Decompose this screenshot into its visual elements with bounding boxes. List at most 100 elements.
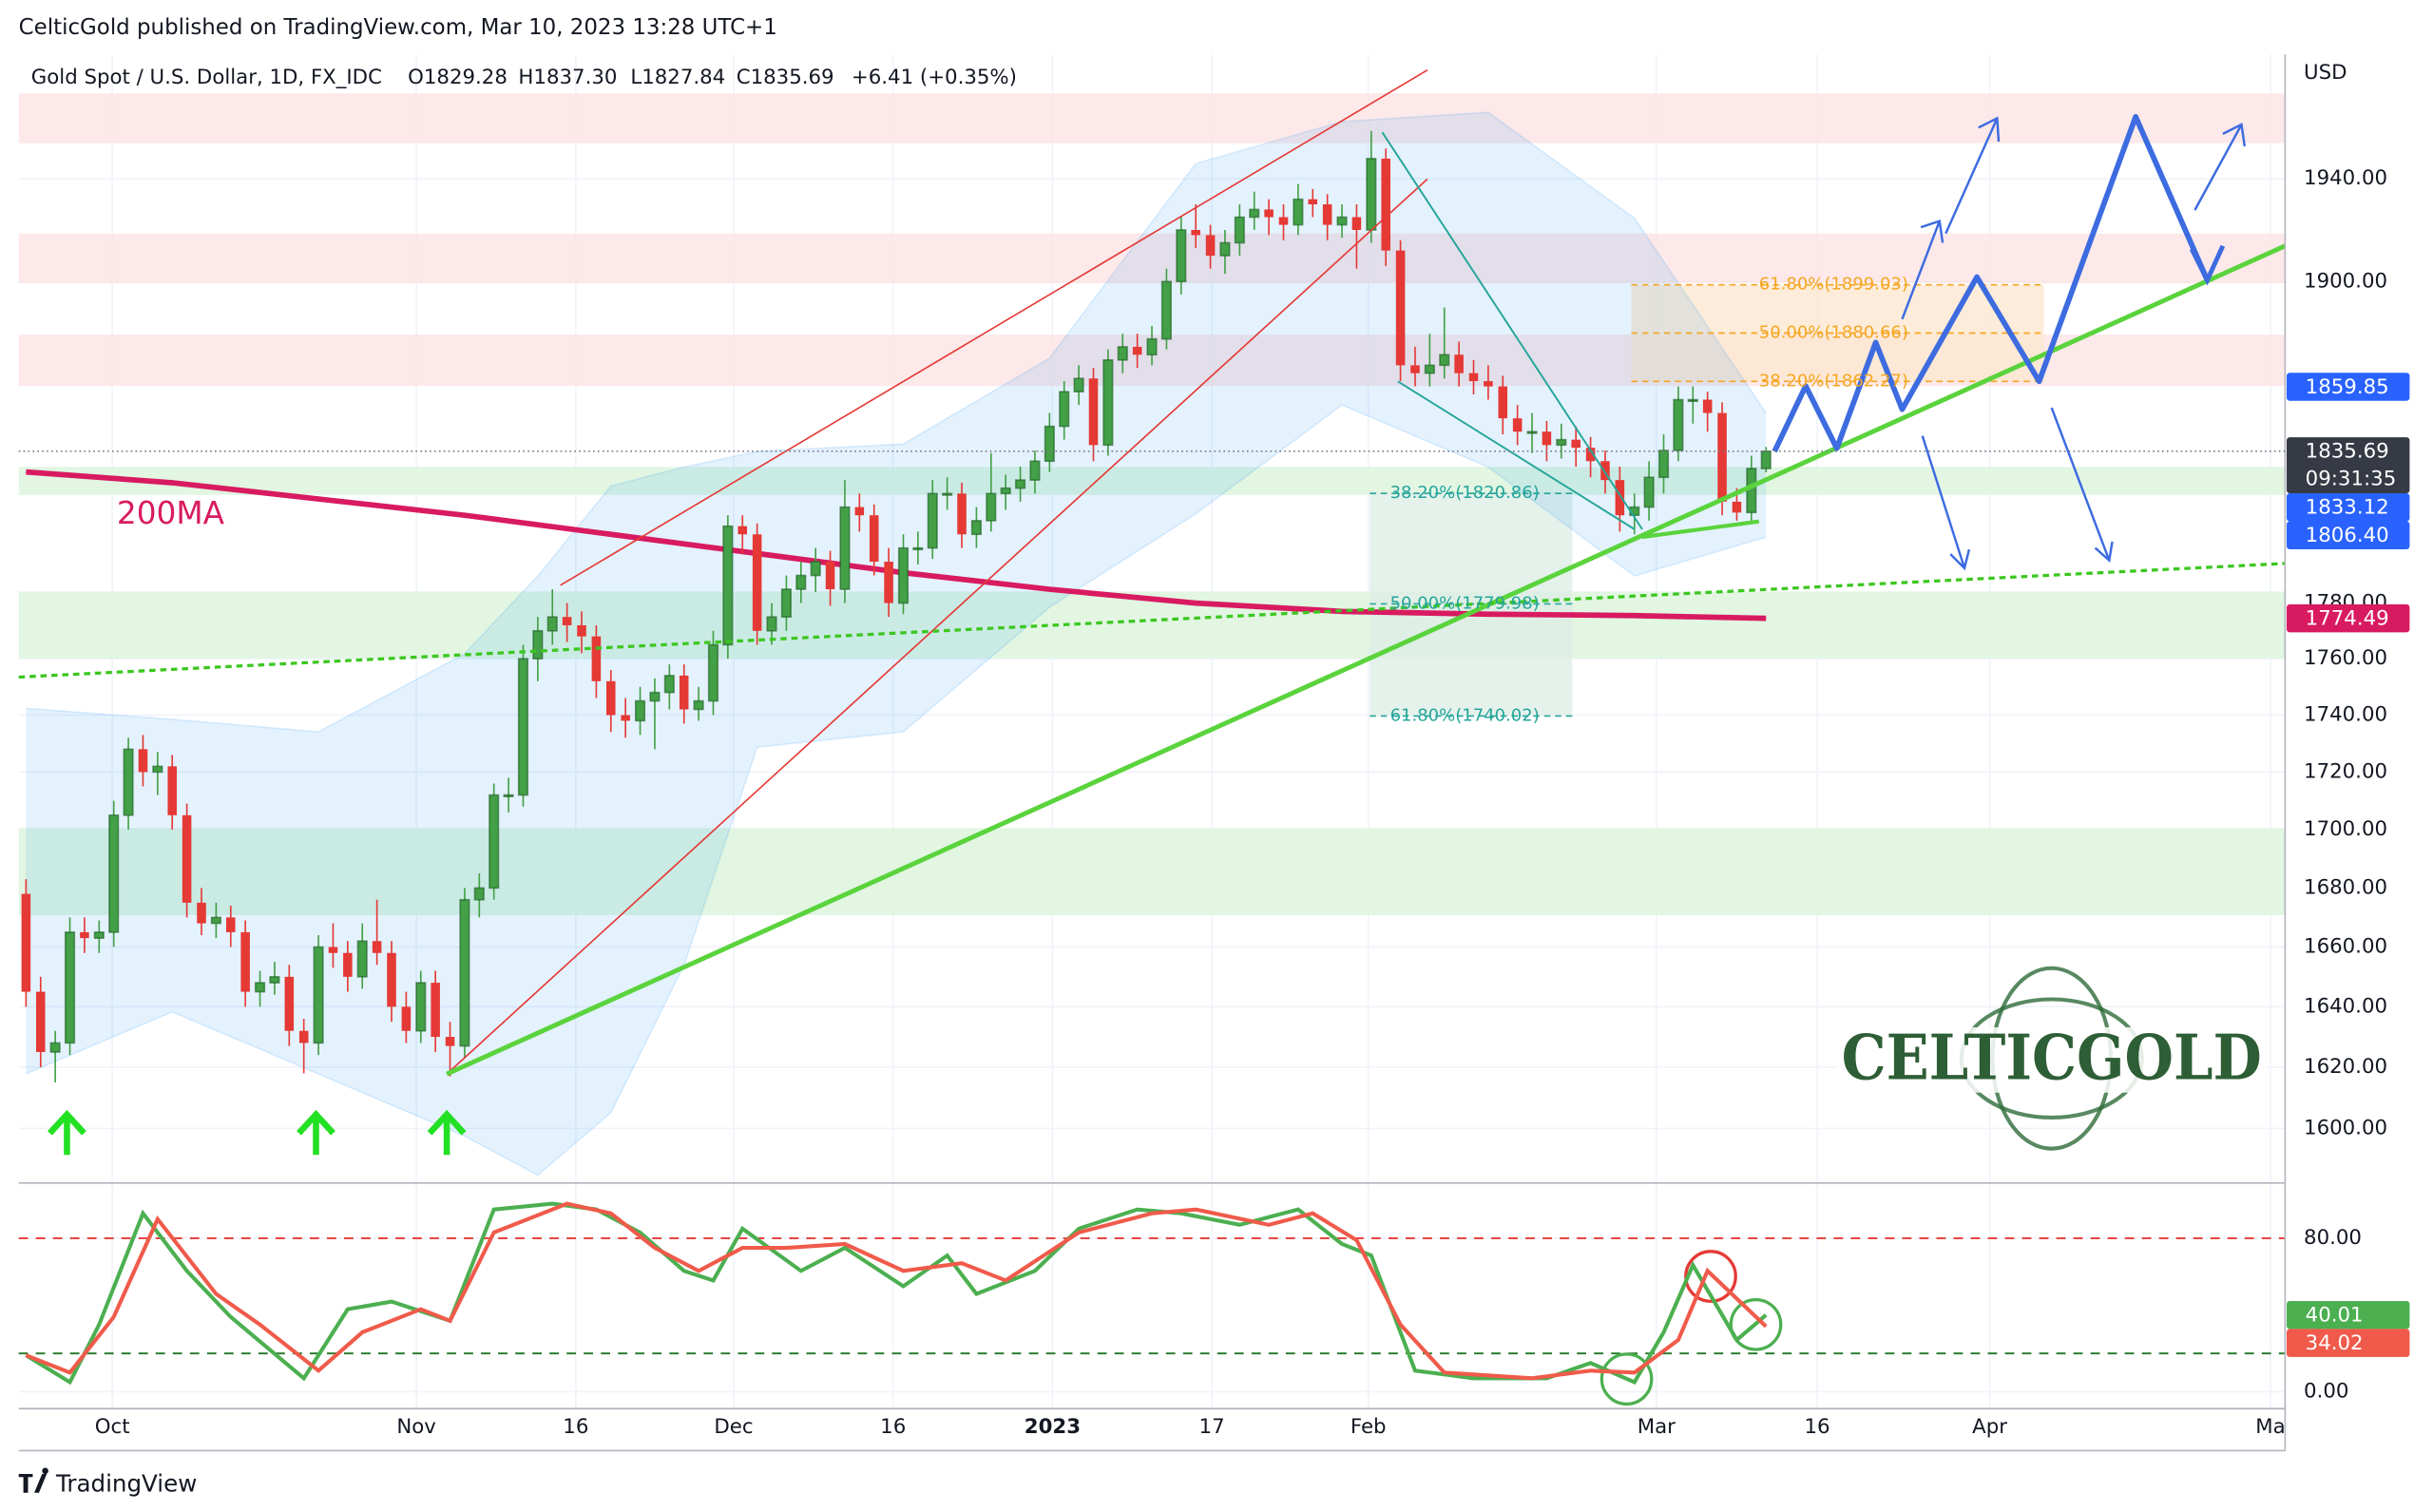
- ohlc-open: O1829.28: [408, 66, 508, 89]
- candle-body: [108, 813, 120, 933]
- candle-body: [240, 931, 250, 992]
- candle-body: [663, 675, 675, 694]
- y-tick-label: 80.00: [2304, 1226, 2362, 1250]
- candle-body: [854, 507, 865, 516]
- candle-body: [1673, 398, 1684, 451]
- candle-body: [1322, 204, 1332, 225]
- candle-body: [1132, 346, 1142, 355]
- candle-body: [1000, 487, 1011, 495]
- candle-body: [532, 629, 544, 660]
- candle-body: [1542, 431, 1552, 446]
- price-tag-label: 1835.69: [2306, 440, 2389, 464]
- price-tag: [2287, 373, 2410, 401]
- price-tag: [2287, 437, 2410, 494]
- y-tick-label: 1600.00: [2304, 1116, 2387, 1139]
- candle-body: [1585, 448, 1596, 462]
- candle-body: [780, 588, 792, 618]
- candle-body: [766, 616, 777, 632]
- candle-body: [1615, 480, 1625, 516]
- candle-body: [1760, 450, 1772, 469]
- candle-body: [1410, 365, 1420, 373]
- candle-body: [825, 562, 835, 590]
- arrow: [1944, 116, 2001, 235]
- y-tick-label: 1640.00: [2304, 994, 2387, 1018]
- candle-body: [1117, 346, 1128, 361]
- chart-title: Gold Spot / U.S. Dollar, 1D, FX_IDC: [31, 66, 382, 89]
- y-tick-label: 1900.00: [2304, 269, 2387, 293]
- candle-body: [1600, 461, 1610, 481]
- candle-body: [254, 982, 266, 993]
- arrow: [2194, 123, 2247, 211]
- candle-body: [1264, 209, 1274, 218]
- candle-body: [387, 952, 396, 1007]
- x-tick-label: Ma: [2255, 1415, 2285, 1439]
- fib-label: 50.00%(1880.66): [1759, 322, 1908, 342]
- support-zone: [18, 828, 2286, 916]
- candle-body: [738, 526, 748, 535]
- candle-body: [80, 931, 89, 939]
- price-tag-label: 1774.49: [2306, 606, 2389, 630]
- projection-path: [1772, 113, 2211, 453]
- candle-body: [869, 515, 879, 563]
- y-tick-label: 1720.00: [2304, 759, 2387, 783]
- candle-body: [1044, 425, 1055, 463]
- candle-body: [897, 546, 910, 604]
- candle-body: [298, 1030, 309, 1043]
- circle: [1729, 1297, 1783, 1351]
- arrow: [1901, 219, 1944, 320]
- candle-body: [679, 675, 689, 710]
- candle-body: [1293, 198, 1304, 226]
- candle-body: [473, 887, 485, 901]
- candle-body: [1657, 450, 1670, 479]
- x-tick-label: 2023: [1025, 1415, 1081, 1439]
- candle-body: [49, 1042, 61, 1053]
- y-tick-label: 1680.00: [2304, 875, 2387, 899]
- channel-line: [446, 178, 1428, 1075]
- trend-line: [18, 562, 2286, 679]
- candle-body: [328, 947, 338, 953]
- up-arrow: [48, 1109, 86, 1156]
- circle: [1684, 1250, 1737, 1303]
- circle: [1600, 1352, 1654, 1406]
- candle-body: [752, 534, 762, 631]
- resistance-zone: [18, 93, 2286, 144]
- candle-body: [1381, 158, 1390, 251]
- y-tick-label: 1660.00: [2304, 935, 2387, 959]
- fib-label: 38.20%(1862.27): [1759, 371, 1908, 391]
- candle-body: [21, 893, 31, 992]
- candle-body: [1498, 386, 1508, 419]
- candle-body: [138, 749, 148, 773]
- candle-body: [1643, 476, 1655, 508]
- stoch-line: [25, 1201, 1768, 1381]
- candle-body: [445, 1037, 455, 1046]
- fib-label: 61.80%(1740.02): [1390, 705, 1540, 725]
- price-tag: [2287, 603, 2410, 633]
- logo: CELTICGOLD: [1836, 966, 2267, 1151]
- candle-body: [1336, 216, 1348, 226]
- trend-line: [446, 243, 2287, 1077]
- candle-body: [1351, 217, 1362, 230]
- candle-body: [1454, 354, 1464, 373]
- candle-body: [210, 916, 221, 925]
- price-tag-label: 1806.40: [2306, 524, 2389, 547]
- x-tick-label: Oct: [95, 1415, 130, 1439]
- candle-body: [707, 643, 719, 702]
- wedge-line: [1381, 131, 1643, 530]
- x-tick-label: Mar: [1638, 1415, 1676, 1439]
- candle-body: [93, 931, 105, 939]
- candle-body: [182, 814, 192, 903]
- candle-body: [517, 658, 529, 796]
- support-zone: [18, 591, 2286, 659]
- candle-body: [1176, 229, 1187, 283]
- candle-body: [284, 976, 295, 1031]
- price-tag: [2287, 493, 2410, 522]
- candle-body: [167, 766, 177, 815]
- candle-body: [1160, 280, 1173, 340]
- arrow-head: [2189, 244, 2226, 286]
- candle-body: [986, 492, 997, 522]
- trend-line: [1641, 519, 1760, 540]
- header: CelticGold published on TradingView.com,…: [19, 15, 777, 40]
- candle-body: [1073, 377, 1084, 393]
